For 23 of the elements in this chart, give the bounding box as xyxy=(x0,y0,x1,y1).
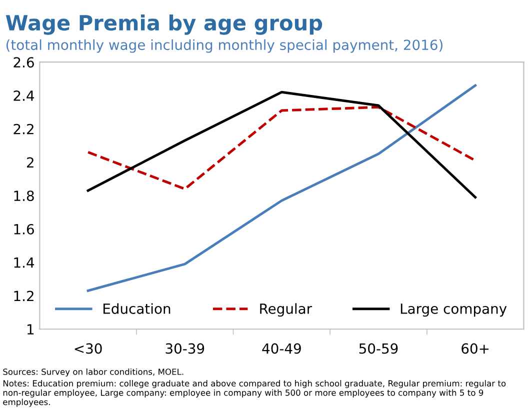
x-tick-label: 30-39 xyxy=(166,343,204,354)
legend-label: Regular xyxy=(260,303,312,317)
y-tick-label: 1.6 xyxy=(14,224,34,234)
line-series xyxy=(86,84,477,292)
y-tick-label: 1 xyxy=(28,324,34,334)
y-tick-label: 2.4 xyxy=(14,90,34,101)
source-note: Sources: Survey on labor conditions, MOEL. xyxy=(3,368,184,377)
legend-label: Education xyxy=(104,303,170,314)
x-tick-label: 60+ xyxy=(462,343,488,354)
legend-label: Large company xyxy=(400,304,507,317)
y-tick-label: 2.2 xyxy=(14,124,34,134)
chart-subtitle: (total monthly wage including monthly special payment, 2016) xyxy=(6,39,442,53)
y-tick-label: 1.8 xyxy=(14,190,34,202)
x-tick-label: <30 xyxy=(74,343,102,354)
x-tick-label: 40-49 xyxy=(262,343,301,354)
y-tick-label: 1.2 xyxy=(14,290,34,302)
y-tick-label: 2 xyxy=(26,157,34,168)
x-tick-label: 50-59 xyxy=(359,343,398,354)
y-tick-label: 2.6 xyxy=(14,57,34,68)
line-series xyxy=(86,90,477,199)
y-tick-label: 1.4 xyxy=(14,258,34,268)
chart-title: Wage Premia by age group xyxy=(6,14,322,35)
text: Notes: Education premium: college graduate and above compared to high school graduate, Regular premium: regular to non-regular employee, Large company: employee in company with 500 or more employees to company with 5 to 9 employees. xyxy=(3,380,506,407)
